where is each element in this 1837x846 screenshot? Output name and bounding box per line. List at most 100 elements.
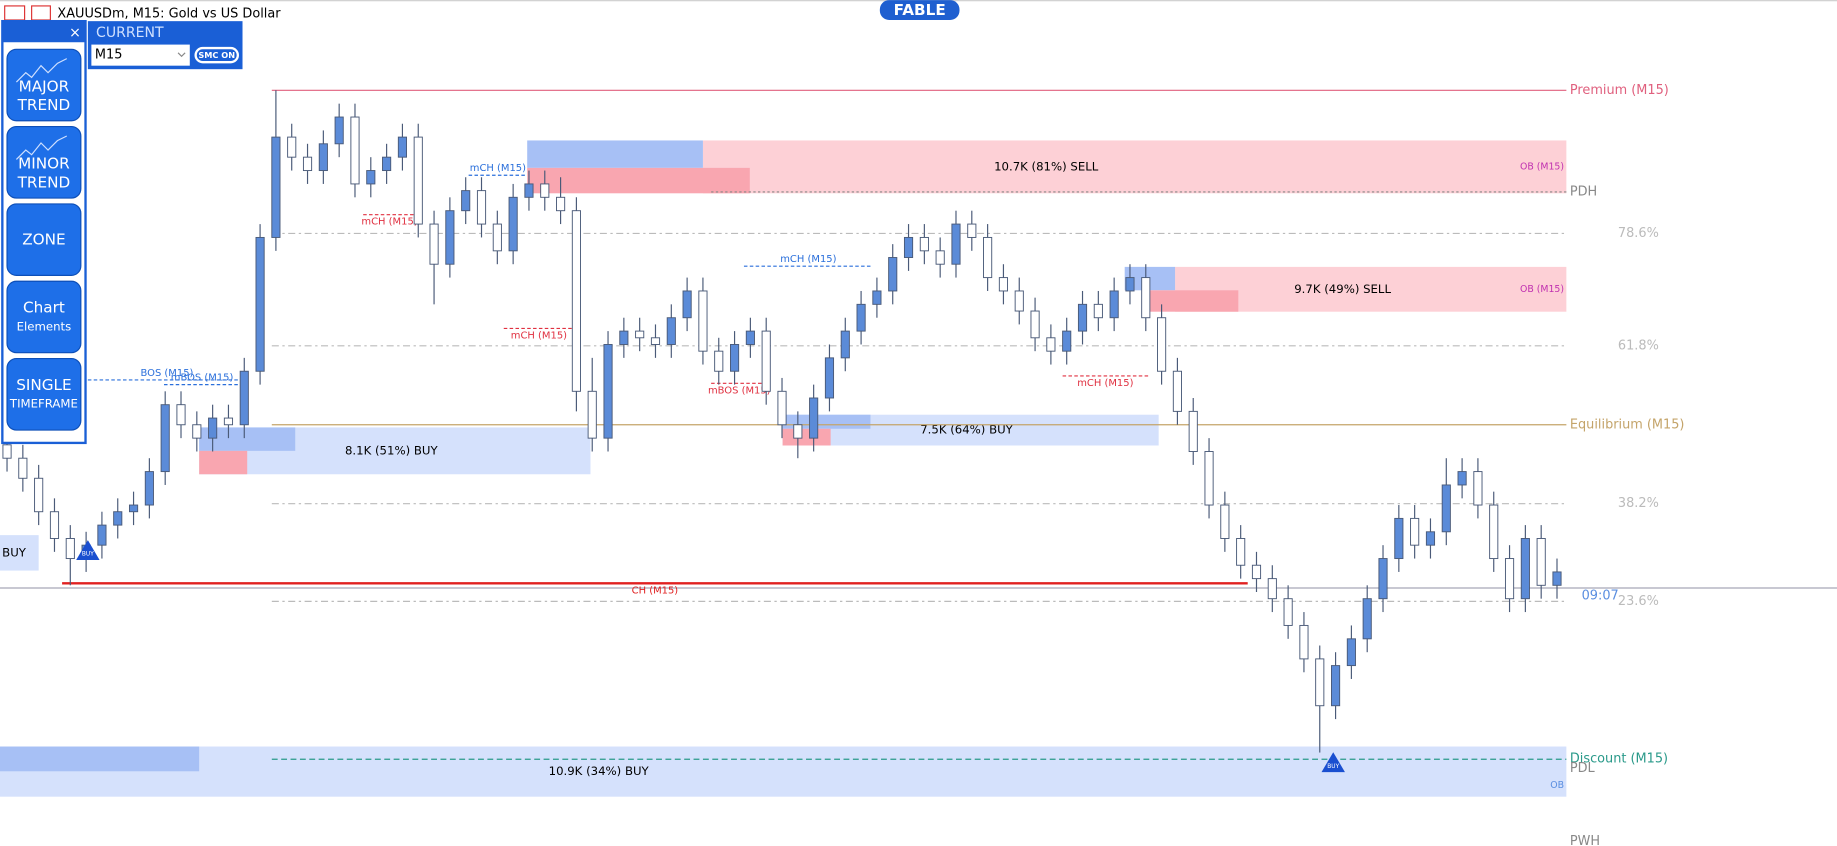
candle-body [1283,598,1293,626]
candle-body [1473,471,1483,506]
candle-body [97,524,107,546]
candle-body [1157,317,1167,372]
candle-body [856,303,866,332]
panel-button-label: SINGLE [16,376,71,394]
candle-body [318,143,328,172]
chart-icon[interactable] [31,5,51,21]
candle-body [650,337,661,345]
candle-body [967,223,977,238]
menu-icon[interactable] [4,5,26,21]
candle-body [809,397,819,439]
candle-body [603,344,613,439]
candle-body [271,136,281,238]
panel-button[interactable] [6,126,82,199]
timeframe-select[interactable] [91,44,190,66]
candle-body [1441,484,1451,533]
candle-body [666,317,676,345]
candle-body [461,190,471,212]
candle-body [888,257,898,292]
panel-button[interactable] [6,357,82,431]
candle-body [1299,624,1309,660]
trend-icon [15,135,68,160]
candle-body [761,330,771,392]
candle-body [587,390,597,439]
level-label: PDL [1570,761,1596,776]
candle-body [729,344,740,372]
candle-body [239,370,249,426]
buy-signal [1321,752,1345,773]
candle-body [65,538,75,560]
candle-body [1014,290,1024,312]
candle-body [429,223,439,265]
brand-badge [879,0,960,20]
current-title: CURRENT [96,25,164,41]
candle-body [382,156,392,172]
candle-body [1489,504,1499,560]
candle-body [287,136,297,158]
candle-body [1077,303,1088,332]
panel-header [2,21,86,43]
panel-button[interactable] [6,48,82,122]
level-label: 61.8% [1618,338,1659,353]
zone-lower [782,428,831,446]
level-label: 38.2% [1618,496,1659,511]
zone-tag: OB (M15) [1520,161,1564,172]
zone-upper [0,746,200,772]
candle-body [1141,277,1151,319]
structure-label: mCH (M15) [511,330,567,341]
zone-label: 7.5K (64%) BUY [920,423,1013,437]
candle-body [445,210,455,265]
candle-body [1315,658,1325,707]
panel-button-label: TREND [17,96,71,114]
candle-body [1062,330,1072,352]
zone-label: 9.7K (49%) SELL [1294,282,1391,296]
timeframe-value: M15 [95,48,123,63]
side-panel: × CURRENT M15 SMC ON MAJORTRENDMINORTREN… [1,19,243,445]
candle-body [1362,598,1372,640]
candle-body [350,116,360,185]
candle-body [1536,538,1546,586]
zone-lower [527,167,750,194]
candle-body [1188,410,1198,452]
candle-body [255,236,265,372]
buy-signal [76,540,100,561]
level-label: Premium (M15) [1570,83,1669,98]
candle-body [1425,531,1436,546]
candle-body [508,196,518,252]
candle-body [1267,578,1277,600]
dropdown-arrow [177,52,186,58]
symbol-title: XAUUSDm, M15: Gold vs US Dollar [57,7,281,22]
panel-button-label: TIMEFRAME [9,397,78,411]
panel-button[interactable] [6,203,82,276]
candle-body [1394,517,1404,560]
signal-label: BUY [82,552,94,558]
price-countdown: 09:07 [1582,589,1619,604]
plot: 10.7K (81%) SELL OB (M15) 9.7K (49%) SELL O… [0,83,1837,846]
panel-button[interactable] [6,280,82,354]
candle-body [192,424,202,439]
panel-button-label: Elements [17,319,72,333]
candle-body [1410,517,1420,546]
candle-body [556,196,566,212]
structure-label: mCH (M15) [780,254,836,265]
candle-body [919,236,929,252]
zone [702,140,1567,194]
zone-label: 8.1K (51%) BUY [345,443,438,457]
candle-body [144,471,154,506]
candle-body [1030,310,1040,339]
structure-label: mCH (M15) [470,163,526,174]
candle-body [1331,665,1341,707]
candle-body [1125,277,1135,292]
candle-body [1504,558,1515,600]
close-button[interactable]: × [69,25,81,41]
structure-label: mCH (M15) [361,217,417,228]
candle-body [998,277,1009,292]
candle-body [1346,638,1356,667]
candle-body [1520,538,1530,600]
candle-body [698,290,708,352]
candle-body [223,417,234,426]
panel-button-label: MAJOR [19,77,70,95]
candle-body [366,170,376,185]
zone-tag: OB [1550,780,1564,791]
